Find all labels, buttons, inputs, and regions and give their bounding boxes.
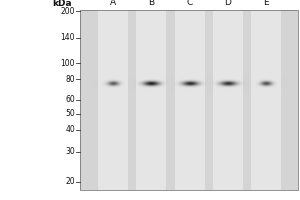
Text: 200: 200 [61,6,75,16]
Text: 60: 60 [65,96,75,104]
Text: 20: 20 [65,178,75,186]
Text: 140: 140 [61,33,75,43]
Text: 80: 80 [65,74,75,84]
Text: B: B [148,0,154,7]
Text: A: A [110,0,116,7]
Text: 40: 40 [65,126,75,134]
Text: E: E [263,0,269,7]
Text: D: D [225,0,231,7]
Text: 50: 50 [65,110,75,118]
Text: C: C [187,0,193,7]
Text: kDa: kDa [52,0,72,8]
Text: 100: 100 [61,58,75,68]
Text: 30: 30 [65,148,75,156]
Bar [80,10,298,190]
